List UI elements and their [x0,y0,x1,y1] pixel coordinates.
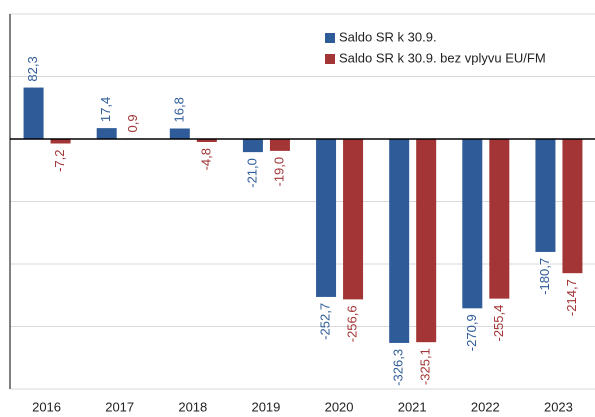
bar [389,139,410,343]
data-label: -252,7 [318,303,333,340]
bar [169,128,190,139]
legend-swatch [325,54,335,64]
legend-label: Saldo SR k 30.9. [339,29,437,44]
data-label: -325,1 [418,348,433,385]
bar [416,139,437,343]
data-label: -326,3 [391,349,406,386]
bar [343,139,364,300]
bar [196,139,217,142]
legend-label: Saldo SR k 30.9. bez vplyvu EU/FM [339,50,546,65]
data-label: -19,0 [271,157,286,187]
bar [269,139,290,151]
x-tick-label: 2020 [325,399,354,414]
legend-swatch [325,33,335,43]
data-label: 16,8 [171,97,186,122]
x-tick-label: 2019 [251,399,280,414]
data-label: -214,7 [564,279,579,316]
x-tick-label: 2016 [32,399,61,414]
data-label: 82,3 [25,56,40,81]
data-label: -4,8 [198,148,213,170]
data-label: -180,7 [537,258,552,295]
bar [316,139,337,297]
bar [242,139,263,153]
x-tick-label: 2018 [178,399,207,414]
x-tick-label: 2017 [105,399,134,414]
bar [562,139,583,274]
data-label: -255,4 [491,305,506,342]
x-tick-label: 2023 [544,399,573,414]
bar [489,139,510,299]
bar [535,139,556,252]
data-label: -270,9 [464,314,479,351]
data-label: 17,4 [98,97,113,122]
x-tick-label: 2021 [398,399,427,414]
x-tick-label: 2022 [471,399,500,414]
bar [23,87,44,139]
data-label: -256,6 [345,305,360,342]
bar [50,139,71,144]
bar [462,139,483,309]
data-label: -7,2 [52,150,67,172]
data-label: -21,0 [244,158,259,188]
data-label: 0,9 [125,114,140,132]
bar [96,128,117,139]
